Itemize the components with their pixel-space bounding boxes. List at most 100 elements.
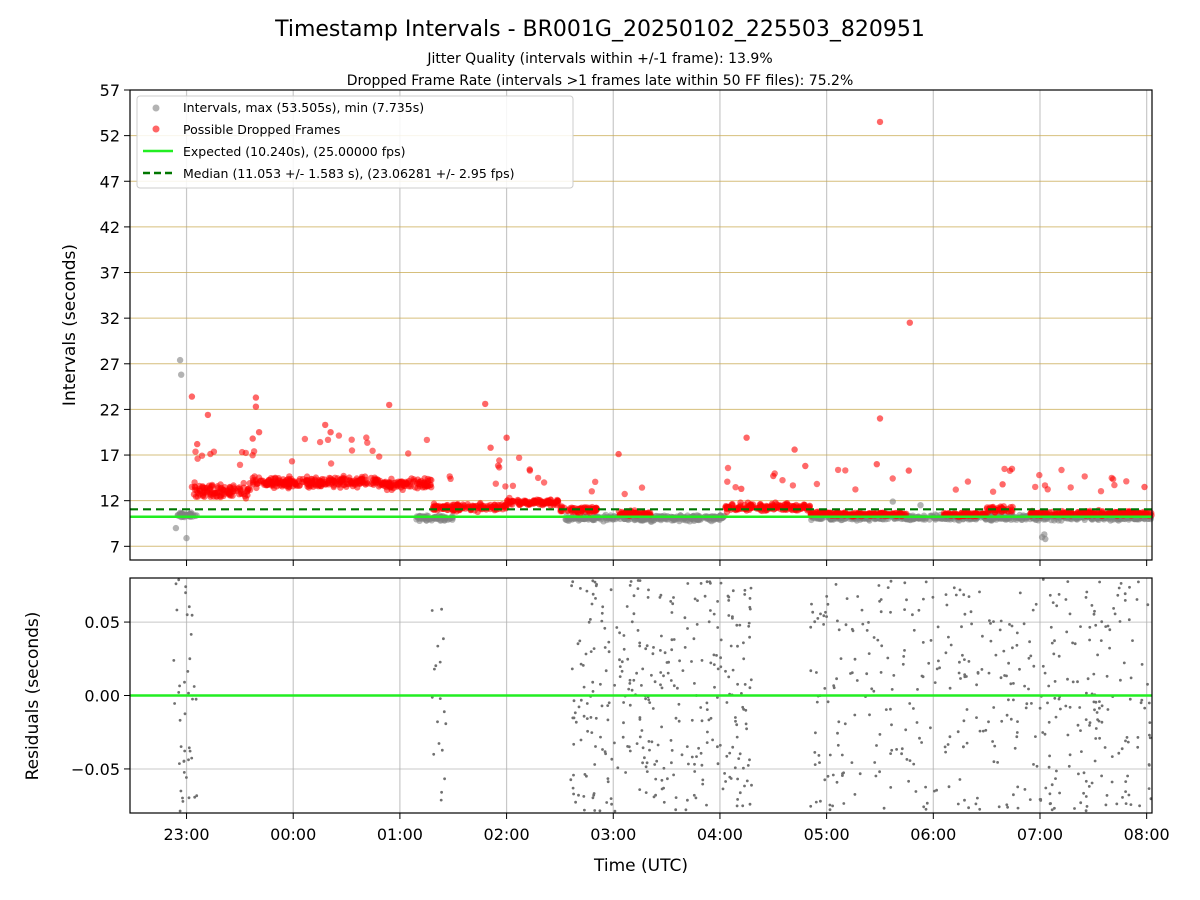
dropped-frame-point (348, 447, 356, 454)
residual-point (860, 608, 864, 612)
residual-point (1143, 706, 1147, 710)
residual-point (1140, 698, 1144, 702)
residual-point (660, 778, 664, 782)
dropped-frame-point (252, 394, 260, 401)
residual-point (716, 626, 720, 629)
residual-point (729, 777, 733, 780)
residual-point (886, 656, 890, 660)
residual-point (1128, 585, 1131, 589)
residual-point (572, 792, 575, 796)
residual-point (836, 731, 839, 735)
residual-point (875, 744, 878, 747)
dropped-frame-point (253, 484, 260, 492)
residual-point (743, 588, 747, 592)
residual-point (819, 612, 822, 616)
residual-point (644, 791, 648, 794)
residual-point (1016, 806, 1020, 810)
residual-point (593, 580, 597, 584)
residual-point (870, 687, 874, 691)
residual-point (616, 766, 620, 770)
dropped-frame-point (250, 448, 258, 455)
dropped-frame-point (1111, 481, 1118, 489)
residual-point (1137, 580, 1140, 584)
residual-point (878, 733, 882, 736)
residual-point (655, 759, 659, 763)
interval-point (428, 517, 435, 524)
residual-point (876, 638, 880, 642)
residual-point (716, 745, 719, 749)
residual-point (1054, 777, 1057, 780)
residual-point (1084, 779, 1088, 783)
residual-point (743, 683, 747, 686)
residual-point (1136, 736, 1140, 739)
dropped-frame-point (509, 482, 517, 489)
residual-point (635, 742, 639, 745)
residual-point (663, 651, 667, 655)
residual-point (696, 599, 699, 602)
residual-point (179, 745, 183, 748)
residual-point (889, 707, 892, 711)
residual-point (1104, 625, 1108, 628)
residual-point (594, 584, 598, 588)
residual-point (650, 740, 654, 744)
residual-point (1016, 785, 1020, 789)
residual-point (1018, 667, 1021, 671)
dropped-frame-point (1097, 488, 1105, 495)
residual-point (736, 644, 739, 648)
residual-point (908, 759, 912, 762)
residual-point (902, 655, 906, 658)
residual-point (1068, 705, 1072, 709)
dropped-frame-point (405, 450, 412, 457)
residual-point (912, 628, 916, 632)
residual-point (1003, 674, 1006, 677)
residual-point (872, 636, 876, 639)
residual-point (695, 755, 698, 758)
residual-point (895, 748, 898, 751)
residual-point (937, 659, 940, 663)
residual-point (638, 644, 642, 648)
residual-point (1077, 772, 1080, 776)
residual-point (654, 793, 657, 797)
residual-point (725, 701, 729, 704)
residual-point (1013, 746, 1017, 750)
residual-point (944, 651, 948, 655)
dropped-frame-point (301, 435, 309, 443)
interval-point (694, 516, 701, 523)
residual-point (651, 652, 655, 656)
residual-point (1024, 706, 1028, 710)
residual-point (700, 763, 704, 767)
residual-point (624, 771, 627, 774)
residual-point (1041, 664, 1045, 668)
dropped-frame-point (989, 488, 997, 495)
residual-point (574, 800, 577, 804)
residual-point (1039, 799, 1043, 802)
residual-point (442, 710, 446, 714)
dropped-frame-point (588, 488, 595, 495)
residual-point (738, 791, 742, 795)
residual-point (903, 649, 906, 652)
residual-point (817, 754, 821, 757)
residual-point (609, 797, 613, 800)
residual-point (1034, 735, 1037, 738)
residual-point (585, 589, 589, 593)
residual-point (743, 593, 747, 596)
dropped-frame-point (1141, 483, 1148, 491)
residual-point (837, 628, 841, 632)
residual-point (604, 669, 608, 673)
residual-point (1038, 706, 1042, 710)
residual-point (748, 635, 751, 639)
dropped-frame-point (842, 467, 849, 474)
residuals-points (172, 578, 1153, 813)
dropped-frame-point (1125, 509, 1133, 516)
residual-point (174, 582, 178, 586)
residual-point (981, 729, 985, 733)
residual-point (672, 773, 675, 777)
residual-point (628, 703, 632, 707)
residual-point (884, 708, 888, 711)
dropped-frame-point (291, 479, 299, 486)
residual-point (1124, 790, 1127, 793)
residual-point (1043, 732, 1047, 736)
residual-point (828, 803, 832, 807)
residual-point (914, 790, 918, 793)
residual-point (943, 745, 947, 749)
